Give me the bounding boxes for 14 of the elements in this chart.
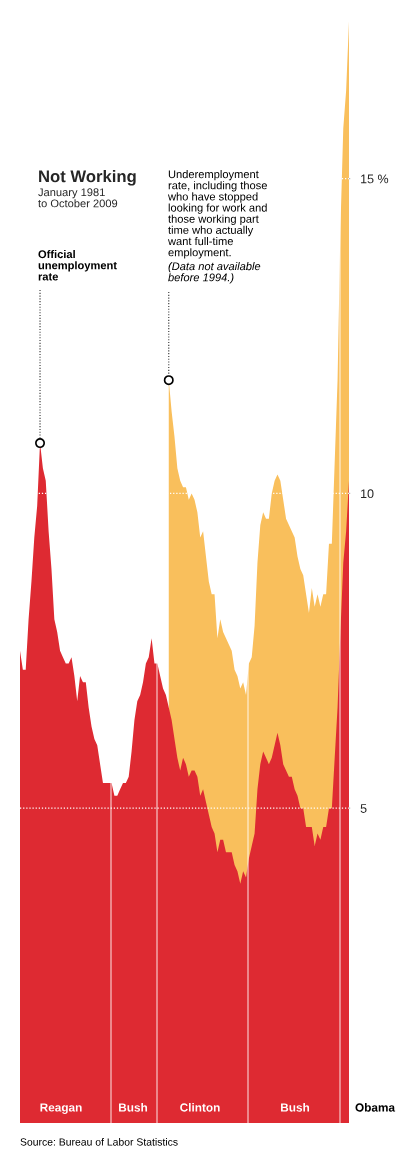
annotation: Bush [119, 1103, 148, 1112]
annotation: Clinton [180, 1103, 220, 1112]
annotation: Bush [281, 1103, 310, 1112]
text: Not Working [39, 170, 136, 186]
y-tick-label: 5 [360, 804, 367, 813]
y-tick-label: 15 % [361, 174, 389, 184]
annotation: Reagan [40, 1103, 82, 1115]
annotation: Underemployment rate, including those who have stopped looking for work and those working part time who actually want full-time employment. [167, 170, 267, 259]
text: Obama [355, 1103, 396, 1112]
text: January 1981 to October 2009 [38, 188, 118, 208]
annotation: (Data not available before 1994.) [168, 262, 261, 284]
annotation: Official unemployment rate [38, 250, 117, 281]
source-note: Source: Bureau of Labor Statistics [20, 1138, 178, 1146]
y-tick-label: 10 [361, 489, 374, 499]
